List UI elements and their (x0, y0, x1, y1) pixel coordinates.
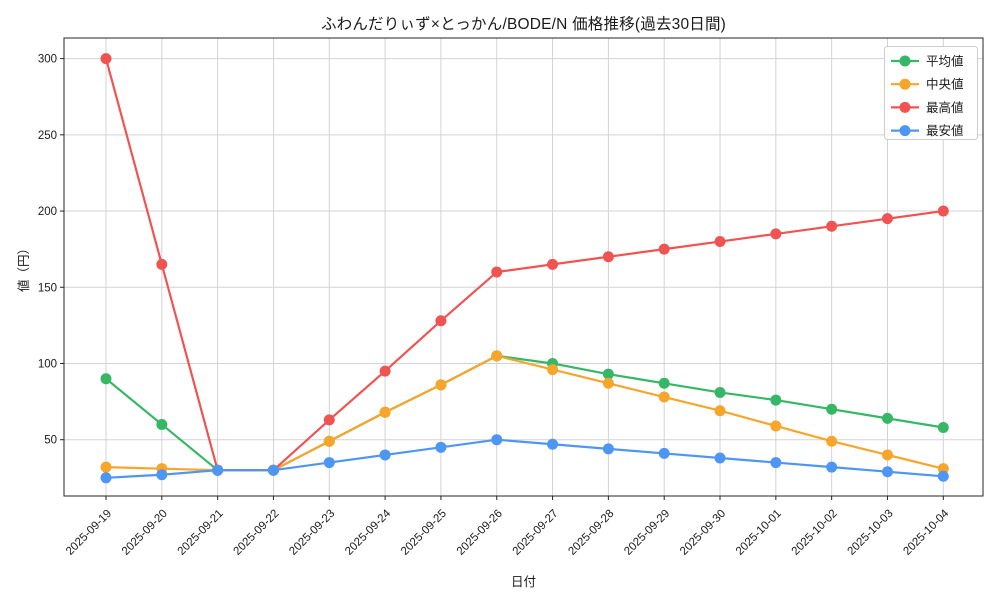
series-point-3 (491, 434, 503, 446)
series-point-3 (881, 466, 893, 478)
series-point-1 (658, 391, 670, 403)
x-tick-label: 2025-09-19 (64, 508, 114, 558)
series-point-1 (547, 364, 559, 376)
x-tick-label: 2025-09-28 (566, 508, 616, 558)
series-point-2 (100, 53, 112, 65)
x-tick-label: 2025-10-03 (846, 508, 896, 558)
y-tick-label: 150 (38, 282, 57, 294)
series-point-0 (881, 412, 893, 424)
series-point-1 (826, 435, 838, 447)
series-point-1 (323, 435, 335, 447)
series-point-3 (714, 452, 726, 464)
series-point-1 (100, 461, 112, 473)
series-line-0 (104, 354, 945, 472)
series-point-2 (770, 228, 782, 240)
series-point-0 (937, 422, 949, 434)
series-line-1 (104, 354, 945, 472)
series-point-2 (714, 236, 726, 248)
series-point-3 (826, 461, 838, 473)
legend-label-3: 最安値 (926, 123, 964, 138)
series-line-3 (104, 438, 945, 479)
x-tick-label: 2025-09-29 (622, 508, 672, 558)
series-point-3 (770, 457, 782, 469)
legend-marker-0 (899, 55, 911, 67)
chart-title: ふわんだりぃず×とっかん/BODE/N 価格推移(過去30日間) (320, 16, 727, 33)
x-tick-label: 2025-09-30 (678, 508, 728, 558)
legend-label-0: 平均値 (926, 54, 964, 69)
x-tick-label: 2025-09-25 (399, 508, 449, 558)
series-point-2 (379, 365, 391, 377)
y-tick-label: 250 (38, 130, 57, 142)
series-point-1 (379, 406, 391, 418)
legend-marker-1 (899, 78, 911, 90)
x-tick-label: 2025-10-04 (901, 507, 952, 558)
series-point-1 (881, 449, 893, 461)
legend-marker-3 (899, 125, 911, 137)
x-tick-label: 2025-09-22 (231, 508, 281, 558)
x-tick-label: 2025-09-27 (511, 508, 561, 558)
series-point-3 (267, 464, 279, 476)
series-point-3 (602, 443, 614, 455)
x-axis-label: 日付 (510, 575, 536, 589)
y-axis-label: 値（円） (17, 242, 31, 293)
y-tick-label: 50 (44, 435, 57, 447)
series-point-1 (491, 350, 503, 362)
series-point-0 (826, 403, 838, 415)
series-point-3 (547, 438, 559, 450)
y-tick-label: 200 (38, 206, 57, 218)
series-point-2 (547, 258, 559, 270)
x-tick-label: 2025-10-01 (734, 508, 784, 558)
series-point-0 (100, 373, 112, 385)
x-tick-label: 2025-09-26 (455, 508, 505, 558)
x-tick-label: 2025-09-21 (176, 508, 226, 558)
series-point-1 (937, 463, 949, 475)
series-point-2 (323, 414, 335, 426)
y-tick-label: 300 (38, 54, 57, 66)
series-point-0 (658, 377, 670, 389)
series-point-2 (826, 220, 838, 232)
legend-marker-2 (899, 101, 911, 113)
series-point-0 (770, 394, 782, 406)
legend-label-1: 中央値 (926, 77, 964, 92)
series-point-3 (156, 469, 168, 481)
series-point-2 (937, 205, 949, 217)
series-point-0 (602, 368, 614, 380)
series-point-3 (379, 449, 391, 461)
series-point-1 (602, 377, 614, 389)
series-point-2 (602, 251, 614, 263)
y-tick-label: 100 (38, 358, 57, 370)
legend-label-2: 最高値 (926, 100, 964, 115)
series-point-1 (770, 420, 782, 432)
series-point-2 (156, 258, 168, 270)
series-point-0 (156, 418, 168, 430)
x-tick-label: 2025-09-24 (343, 507, 394, 558)
series-point-3 (435, 441, 447, 453)
series-point-3 (212, 464, 224, 476)
series-point-2 (435, 315, 447, 327)
series-point-0 (714, 386, 726, 398)
series-point-2 (658, 243, 670, 255)
x-tick-label: 2025-10-02 (790, 508, 840, 558)
series-point-1 (714, 405, 726, 417)
series-point-2 (491, 266, 503, 278)
x-tick-label: 2025-09-20 (120, 508, 170, 558)
series-point-3 (937, 470, 949, 482)
series-point-3 (658, 447, 670, 459)
series-point-2 (881, 213, 893, 225)
series-point-3 (323, 457, 335, 469)
series-point-3 (100, 472, 112, 484)
series-line-2 (104, 57, 945, 472)
axes-frame (63, 37, 984, 497)
legend-box (884, 46, 978, 140)
series-point-1 (435, 379, 447, 391)
x-tick-label: 2025-09-23 (287, 508, 337, 558)
